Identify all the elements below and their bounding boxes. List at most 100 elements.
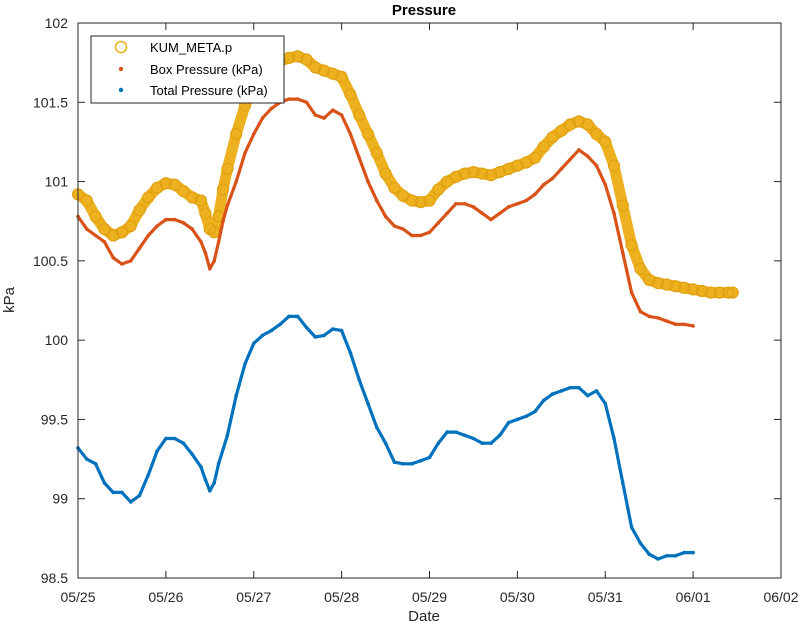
data-point: [85, 227, 89, 231]
data-point: [722, 286, 735, 299]
data-point: [375, 198, 379, 203]
data-point: [172, 217, 177, 222]
data-point: [537, 140, 550, 153]
data-point: [194, 194, 208, 207]
data-point: [392, 460, 397, 465]
data-point: [673, 322, 678, 327]
data-point: [673, 554, 678, 558]
x-tick-label: 06/02: [763, 589, 798, 605]
data-point: [493, 166, 506, 179]
data-point: [445, 211, 449, 216]
data-point: [203, 251, 208, 255]
data-point: [423, 194, 436, 207]
x-axis: 05/25 05/26 05/27 05/28 05/29 05/30 05/31 06/01…: [60, 23, 799, 605]
data-point: [695, 284, 709, 298]
data-point: [212, 481, 216, 485]
data-point: [480, 211, 485, 216]
data-point: [128, 259, 133, 263]
data-point: [295, 314, 300, 319]
data-point: [643, 273, 656, 286]
data-point: [177, 185, 190, 198]
legend-label-total-pressure: Total Pressure (kPa): [150, 83, 268, 98]
data-point: [221, 219, 225, 223]
data-point: [651, 277, 665, 290]
data-point: [304, 325, 309, 330]
data-point: [621, 251, 625, 255]
x-tick-label: 05/25: [60, 589, 95, 605]
data-point: [137, 246, 142, 250]
data-point: [216, 240, 221, 244]
data-point: [199, 207, 212, 220]
data-point: [686, 283, 700, 296]
data-point: [107, 229, 120, 242]
data-point: [612, 211, 616, 216]
data-point: [555, 124, 568, 137]
data-point: [629, 290, 634, 295]
data-point: [533, 192, 537, 197]
data-point: [414, 196, 427, 209]
data-point: [665, 319, 669, 323]
series-line-box-pressure-kpa: [76, 97, 695, 328]
data-point: [93, 462, 98, 466]
data-point: [269, 106, 274, 111]
data-point: [339, 328, 344, 333]
data-point: [260, 116, 265, 120]
y-tick-label: 99.5: [41, 411, 68, 427]
data-point: [427, 455, 432, 460]
data-point: [375, 425, 379, 430]
series-band-kum-meta-p: [72, 50, 739, 299]
legend-marker-kum-meta: [114, 40, 128, 54]
y-tick-label: 99: [52, 491, 68, 507]
data-point: [392, 224, 397, 228]
data-point: [322, 333, 326, 338]
data-point: [511, 159, 524, 172]
data-point: [181, 441, 186, 446]
data-point: [577, 148, 581, 152]
data-point: [612, 436, 616, 441]
data-point: [594, 389, 599, 393]
data-point: [146, 233, 151, 238]
data-point: [678, 281, 691, 294]
data-point: [164, 436, 168, 441]
x-tick-label: 05/29: [412, 589, 447, 605]
y-tick-label: 100: [45, 332, 69, 348]
data-point: [304, 100, 309, 105]
data-point: [432, 183, 445, 196]
data-point: [656, 557, 660, 561]
data-point: [168, 178, 181, 191]
data-point: [682, 322, 687, 327]
data-point: [133, 204, 146, 217]
data-point: [164, 217, 168, 222]
data-point: [93, 233, 98, 238]
data-point: [660, 278, 673, 291]
data-point: [348, 351, 353, 355]
data-point: [252, 132, 256, 136]
data-point: [230, 127, 243, 141]
data-point: [181, 221, 186, 225]
data-point: [366, 179, 370, 184]
data-point: [541, 182, 546, 187]
data-point: [506, 420, 511, 425]
data-point: [102, 481, 107, 485]
data-point: [577, 385, 581, 390]
data-point: [309, 61, 322, 74]
x-tick-label: 05/27: [236, 589, 271, 605]
data-point: [427, 230, 432, 235]
data-point: [691, 324, 695, 328]
data-point: [625, 238, 638, 252]
data-point: [634, 262, 647, 275]
data-point: [524, 198, 528, 203]
y-axis-label: kPa: [1, 286, 18, 313]
data-point: [467, 166, 480, 179]
data-point: [484, 169, 498, 182]
data-point: [682, 550, 687, 555]
data-point: [190, 227, 194, 231]
data-point: [383, 214, 388, 219]
data-point: [713, 286, 726, 299]
data-point: [647, 314, 651, 319]
data-point: [172, 436, 177, 441]
legend-marker-box-pressure: [118, 66, 124, 72]
plot-area-frame: [77, 22, 782, 579]
data-point: [357, 156, 362, 160]
x-tick-label: 06/01: [676, 589, 711, 605]
